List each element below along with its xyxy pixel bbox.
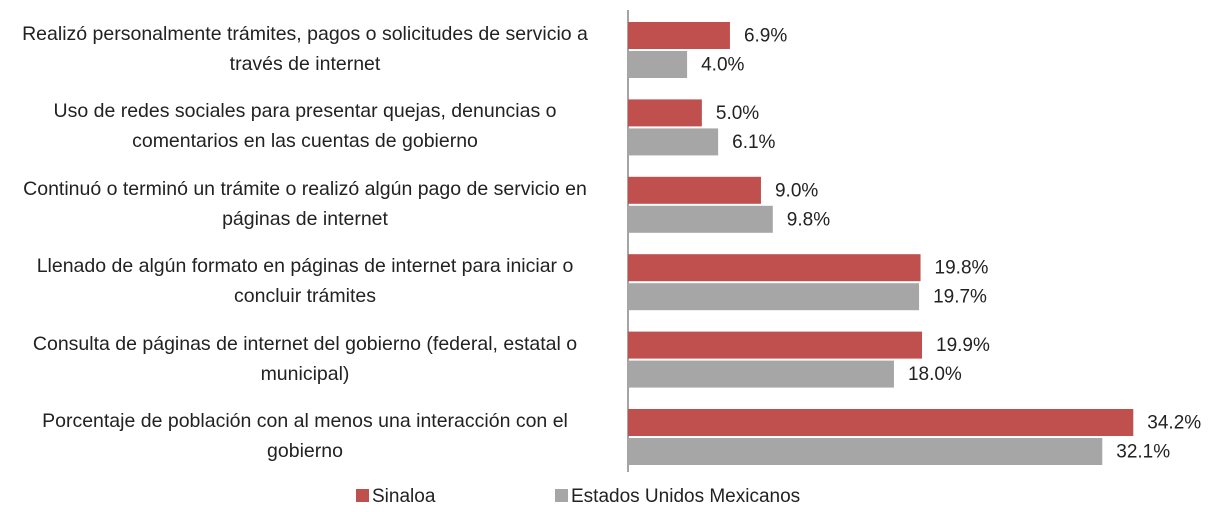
data-label: 6.9% [744,26,787,47]
category-label: Consulta de páginas de internet del gobi… [5,318,605,400]
bar [628,283,920,311]
bar [628,51,688,78]
data-label: 19.7% [933,287,987,308]
category-text: Uso de redes sociales para presentar que… [53,100,557,153]
data-label: 6.1% [732,132,775,153]
bar [628,176,761,204]
category-text: Consulta de páginas de internet del gobi… [32,332,578,385]
category-text: Llenado de algún formato en páginas de i… [36,255,574,308]
category-text: Realizó personalmente trámites, pagos o … [22,23,588,75]
legend-swatch [555,489,568,502]
data-label: 32.1% [1116,442,1170,463]
legend-label: Estados Unidos Mexicanos [571,486,800,507]
legend-swatch [356,489,369,502]
category-label: Realizó personalmente trámites, pagos o … [5,8,605,90]
bar [628,128,719,156]
bar [628,205,773,233]
category-text: Porcentaje de población con al menos una… [42,410,568,462]
legend-label: Sinaloa [372,486,436,507]
bar [628,409,1134,436]
category-text: Continuó o terminó un trámite o realizó … [23,177,587,230]
category-label: Uso de redes sociales para presentar que… [5,85,605,167]
bar [628,331,923,359]
bar [628,438,1103,465]
data-label: 19.9% [936,335,990,356]
bar [628,254,921,282]
data-label: 9.0% [775,180,818,201]
data-label: 18.0% [908,364,962,385]
bar [628,22,730,49]
bar [628,360,894,388]
category-label: Porcentaje de población con al menos una… [5,395,605,477]
data-label: 19.8% [935,258,989,279]
category-label: Llenado de algún formato en páginas de i… [5,240,605,322]
data-label: 4.0% [701,55,744,76]
data-label: 5.0% [716,103,759,124]
data-label: 34.2% [1147,413,1201,434]
category-label: Continuó o terminó un trámite o realizó … [5,163,605,245]
bar [628,99,702,127]
data-label: 9.8% [787,209,830,230]
